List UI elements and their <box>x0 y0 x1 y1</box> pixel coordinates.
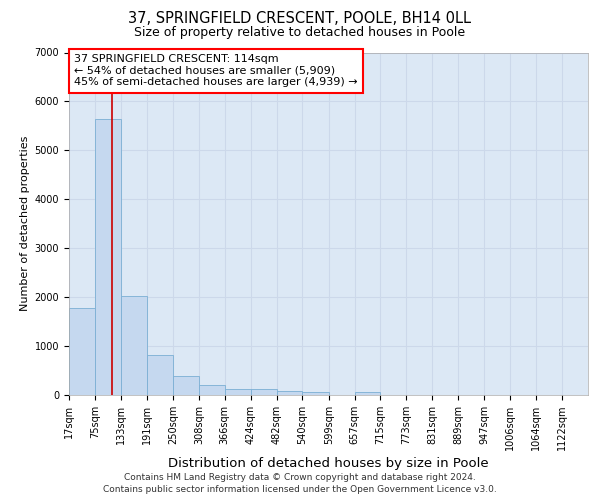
Text: Size of property relative to detached houses in Poole: Size of property relative to detached ho… <box>134 26 466 39</box>
Bar <box>302 392 329 395</box>
Text: 37, SPRINGFIELD CRESCENT, POOLE, BH14 0LL: 37, SPRINGFIELD CRESCENT, POOLE, BH14 0L… <box>128 11 472 26</box>
X-axis label: Distribution of detached houses by size in Poole: Distribution of detached houses by size … <box>168 457 489 470</box>
Bar <box>199 385 225 395</box>
Bar <box>277 391 302 395</box>
Bar <box>225 388 251 395</box>
Bar <box>121 296 146 395</box>
Bar <box>69 308 95 395</box>
Bar <box>95 118 121 395</box>
Bar <box>251 390 277 395</box>
Text: 37 SPRINGFIELD CRESCENT: 114sqm
← 54% of detached houses are smaller (5,909)
45%: 37 SPRINGFIELD CRESCENT: 114sqm ← 54% of… <box>74 54 358 88</box>
Y-axis label: Number of detached properties: Number of detached properties <box>20 136 31 312</box>
Text: Contains HM Land Registry data © Crown copyright and database right 2024.
Contai: Contains HM Land Registry data © Crown c… <box>103 472 497 494</box>
Bar <box>146 356 173 395</box>
Bar <box>355 392 380 395</box>
Bar <box>173 376 199 395</box>
